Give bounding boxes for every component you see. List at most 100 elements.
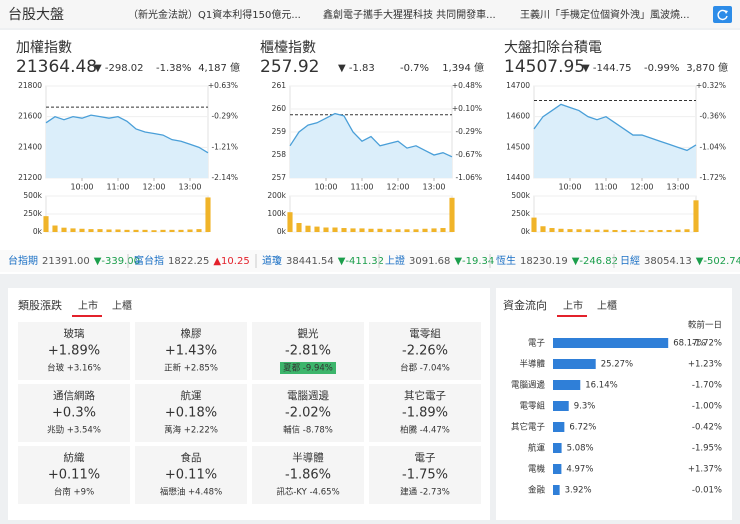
y2-tick-label: -1.21% xyxy=(211,142,238,151)
sector-card[interactable] xyxy=(135,322,247,380)
volume-bar xyxy=(395,229,401,232)
volume-bar xyxy=(648,230,654,232)
volume-bar xyxy=(205,197,211,232)
ticker[interactable]: 日經 38054.13 ▼-502.74 xyxy=(620,254,740,267)
sector-name: 通信網路 xyxy=(53,389,95,402)
volume-bar xyxy=(88,229,94,232)
y2-tick-label: -0.29% xyxy=(455,127,482,136)
news-link[interactable]: 鑫創電子攜手大猩猩科技 共同開發車... xyxy=(323,8,496,21)
y2-tick-label: +0.32% xyxy=(696,81,726,90)
sector-change: +0.18% xyxy=(165,406,217,421)
sector-change: +0.3% xyxy=(52,406,96,421)
flow-change: +1.37% xyxy=(688,465,722,475)
index-percent: -0.7% xyxy=(400,63,429,74)
index-volume: 1,394 億 xyxy=(442,61,484,74)
flow-value-label: 25.27% xyxy=(601,360,633,370)
flow-value-label: 3.92% xyxy=(565,486,592,496)
flow-value-label: 5.08% xyxy=(567,444,594,454)
sector-name: 電子 xyxy=(415,452,436,464)
x-tick-label: 11:00 xyxy=(594,183,617,192)
y2-tick-label: +0.63% xyxy=(208,81,238,90)
ticker[interactable]: 道瓊 38441.54 ▼-411.32 xyxy=(262,254,384,267)
refresh-button[interactable] xyxy=(713,6,732,23)
volume-bar xyxy=(43,216,49,232)
index-change: ▼ -298.02 xyxy=(94,63,143,74)
sector-card[interactable] xyxy=(369,446,481,504)
tab[interactable]: 上市 xyxy=(563,299,583,312)
sector-leader: 正新 +2.85% xyxy=(164,363,218,374)
sector-card[interactable] xyxy=(252,446,364,504)
flow-change: -0.01% xyxy=(692,486,722,496)
y-tick-label: 14600 xyxy=(506,112,530,121)
tab[interactable]: 上櫃 xyxy=(112,299,132,312)
ticker-change: ▼-339.00 xyxy=(94,256,140,267)
sector-leader: 福懋油 +4.48% xyxy=(160,487,222,498)
volume-bar xyxy=(449,197,455,232)
news-link[interactable]: （新光金法說）Q1資本利得150億元... xyxy=(128,8,301,21)
x-tick-label: 12:00 xyxy=(630,183,653,192)
index-volume: 3,870 億 xyxy=(686,61,728,74)
ticker[interactable]: 富台指 1822.25 ▲10.25 xyxy=(134,254,250,267)
sector-change: +1.43% xyxy=(165,344,217,359)
volume-tick-label: 0k xyxy=(521,227,531,236)
volume-bar xyxy=(142,229,148,232)
y-tick-label: 14700 xyxy=(506,81,530,90)
sector-name: 紡織 xyxy=(64,451,85,464)
x-tick-label: 12:00 xyxy=(386,183,409,192)
volume-bar xyxy=(612,229,618,232)
sector-card[interactable] xyxy=(18,446,130,504)
flow-change: +1.23% xyxy=(688,360,722,370)
tab[interactable]: 上櫃 xyxy=(597,299,617,312)
sector-leader: 萬海 +2.22% xyxy=(164,425,218,436)
ticker-value: 3091.68 xyxy=(409,256,450,267)
sector-change: +0.11% xyxy=(165,468,217,483)
sector-name: 航運 xyxy=(181,389,202,402)
news-link[interactable]: 王義川「手機定位個資外洩」風波燒... xyxy=(520,8,690,21)
volume-bar xyxy=(657,229,663,232)
ticker-change: ▼-502.74 xyxy=(696,256,740,267)
ticker-value: 21391.00 xyxy=(42,256,90,267)
index-change: ▼ -1.83 xyxy=(338,63,375,74)
y2-tick-label: -2.14% xyxy=(211,173,238,182)
volume-bar xyxy=(377,228,383,232)
x-tick-label: 11:00 xyxy=(106,183,129,192)
flow-change: -0.42% xyxy=(692,423,722,433)
leader-badge xyxy=(280,362,336,374)
sector-card[interactable] xyxy=(369,322,481,380)
sector-change: -1.86% xyxy=(285,468,331,483)
volume-bar xyxy=(549,228,555,232)
ticker-change: ▼-19.34 xyxy=(454,256,494,267)
x-tick-label: 13:00 xyxy=(178,183,201,192)
y2-tick-label: -1.04% xyxy=(699,142,726,151)
ticker[interactable]: 台指期 21391.00 ▼-339.00 xyxy=(8,254,140,267)
tab[interactable]: 上市 xyxy=(78,299,98,312)
y-tick-label: 259 xyxy=(272,127,287,136)
sector-card[interactable] xyxy=(18,384,130,442)
sector-leader: 台郡 -7.04% xyxy=(400,363,450,374)
y-tick-label: 260 xyxy=(272,104,287,113)
sector-card[interactable] xyxy=(135,384,247,442)
y2-tick-label: -1.72% xyxy=(699,173,726,182)
volume-tick-label: 250k xyxy=(23,209,42,218)
index-value: 21364.48 xyxy=(16,57,97,77)
sector-change: -1.75% xyxy=(402,468,448,483)
flow-category: 電子 xyxy=(528,339,546,349)
volume-bar xyxy=(323,227,329,232)
flow-bar xyxy=(553,359,596,369)
sector-card[interactable] xyxy=(252,384,364,442)
sector-card[interactable] xyxy=(369,384,481,442)
ticker-name: 道瓊 xyxy=(262,254,282,267)
y-tick-label: 21200 xyxy=(18,173,42,182)
sector-card[interactable] xyxy=(18,322,130,380)
price-area xyxy=(534,104,696,178)
volume-bar xyxy=(666,229,672,232)
panel-title: 資金流向 xyxy=(503,298,547,312)
volume-bar xyxy=(151,230,157,232)
sector-card[interactable] xyxy=(135,446,247,504)
y-tick-label: 261 xyxy=(272,81,287,90)
ticker[interactable]: 恆生 18230.19 ▼-246.82 xyxy=(496,254,618,267)
y2-tick-label: -1.06% xyxy=(455,173,482,182)
ticker[interactable]: 上證 3091.68 ▼-19.34 xyxy=(385,254,494,267)
volume-bar xyxy=(594,229,600,232)
